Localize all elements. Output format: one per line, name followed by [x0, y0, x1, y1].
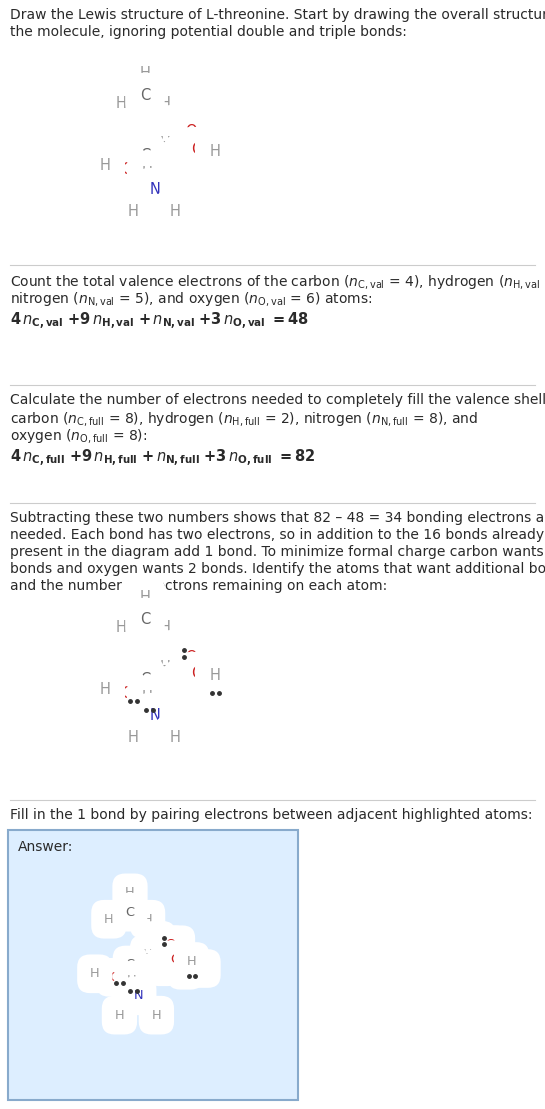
Text: oxygen ($n_\mathrm{O,full}$ = 8):: oxygen ($n_\mathrm{O,full}$ = 8): — [10, 427, 147, 445]
Text: Subtracting these two numbers shows that 82 – 48 = 34 bonding electrons are: Subtracting these two numbers shows that… — [10, 511, 545, 525]
Text: C: C — [159, 960, 168, 974]
Text: Answer:: Answer: — [18, 840, 74, 854]
Text: C: C — [125, 906, 135, 918]
Text: H: H — [127, 975, 137, 987]
Text: C: C — [172, 644, 182, 660]
Text: H: H — [142, 691, 153, 705]
Text: $\mathbf{4}\,n_\mathbf{C,full}$ $\mathbf{+ 9}\,n_\mathbf{H,full}$ $\mathbf{+}\,n: $\mathbf{4}\,n_\mathbf{C,full}$ $\mathbf… — [10, 448, 315, 469]
Text: $\mathbf{4}\,n_\mathbf{C,val}$ $\mathbf{+ 9}\,n_\mathbf{H,val}$ $\mathbf{+}\,n_\: $\mathbf{4}\,n_\mathbf{C,val}$ $\mathbf{… — [10, 311, 309, 333]
Text: H: H — [90, 967, 100, 980]
Text: H: H — [100, 157, 111, 173]
Text: C: C — [140, 88, 150, 102]
Text: H: H — [222, 152, 233, 166]
Text: H: H — [116, 95, 126, 111]
Text: nitrogen ($n_\mathrm{N,val}$ = 5), and oxygen ($n_\mathrm{O,val}$ = 6) atoms:: nitrogen ($n_\mathrm{N,val}$ = 5), and o… — [10, 289, 372, 308]
Text: H: H — [160, 621, 171, 635]
Text: and the number of electrons remaining on each atom:: and the number of electrons remaining on… — [10, 579, 387, 593]
Text: N: N — [134, 989, 144, 1003]
Text: H: H — [140, 65, 150, 81]
Text: Fill in the 1 bond by pairing electrons between adjacent highlighted atoms:: Fill in the 1 bond by pairing electrons … — [10, 808, 532, 822]
Text: H: H — [114, 1009, 124, 1021]
Text: H: H — [169, 730, 180, 744]
Text: H: H — [128, 730, 138, 744]
Text: carbon ($n_\mathrm{C,full}$ = 8), hydrogen ($n_\mathrm{H,full}$ = 2), nitrogen (: carbon ($n_\mathrm{C,full}$ = 8), hydrog… — [10, 410, 478, 428]
Text: H: H — [143, 948, 153, 960]
Text: C: C — [154, 934, 162, 947]
Text: H: H — [160, 661, 171, 675]
FancyBboxPatch shape — [8, 830, 298, 1100]
Text: O: O — [202, 679, 214, 693]
Ellipse shape — [173, 671, 193, 693]
Text: H: H — [160, 95, 171, 111]
Text: needed. Each bond has two electrons, so in addition to the 16 bonds already: needed. Each bond has two electrons, so … — [10, 528, 544, 542]
Text: O: O — [121, 162, 133, 176]
Text: O: O — [202, 153, 214, 169]
Text: H: H — [173, 938, 183, 952]
Text: O: O — [185, 124, 197, 140]
Text: C: C — [140, 612, 150, 628]
Text: O: O — [109, 970, 119, 984]
Text: H: H — [142, 165, 153, 181]
Text: Calculate the number of electrons needed to completely fill the valence shells f: Calculate the number of electrons needed… — [10, 393, 545, 407]
Text: N: N — [149, 183, 160, 197]
Text: C: C — [178, 150, 188, 164]
Text: O: O — [180, 964, 191, 977]
Text: H: H — [160, 135, 171, 151]
Text: present in the diagram add 1 bond. To minimize formal charge carbon wants 4: present in the diagram add 1 bond. To mi… — [10, 545, 545, 559]
Ellipse shape — [181, 647, 201, 668]
Text: N: N — [149, 708, 160, 722]
Text: O: O — [191, 142, 203, 156]
Text: O: O — [165, 938, 175, 952]
Text: H: H — [210, 669, 220, 683]
Text: O: O — [121, 686, 133, 702]
Text: H: H — [193, 124, 204, 140]
Text: C: C — [140, 147, 150, 163]
Text: O: O — [171, 954, 181, 966]
Text: Draw the Lewis structure of L-threonine. Start by drawing the overall structure : Draw the Lewis structure of L-threonine.… — [10, 8, 545, 22]
Text: H: H — [100, 682, 111, 698]
Text: Count the total valence electrons of the carbon ($n_\mathrm{C,val}$ = 4), hydrog: Count the total valence electrons of the… — [10, 273, 545, 291]
Text: C: C — [125, 958, 135, 971]
Text: H: H — [152, 1009, 161, 1021]
Text: H: H — [140, 590, 150, 606]
Text: H: H — [198, 962, 208, 975]
Text: C: C — [140, 672, 150, 688]
Text: H: H — [143, 913, 153, 926]
Text: H: H — [210, 143, 220, 159]
Text: H: H — [125, 886, 135, 899]
Text: the molecule, ignoring potential double and triple bonds:: the molecule, ignoring potential double … — [10, 26, 407, 39]
Text: H: H — [128, 204, 138, 220]
Text: H: H — [187, 955, 196, 968]
Text: H: H — [104, 913, 114, 926]
Text: bonds and oxygen wants 2 bonds. Identify the atoms that want additional bonds: bonds and oxygen wants 2 bonds. Identify… — [10, 562, 545, 576]
Text: H: H — [222, 676, 233, 692]
Text: H: H — [116, 621, 126, 635]
Text: C: C — [178, 674, 188, 690]
Text: C: C — [172, 120, 182, 134]
Text: O: O — [185, 650, 197, 664]
Text: H: H — [169, 204, 180, 220]
Text: O: O — [191, 667, 203, 682]
Text: H: H — [193, 650, 204, 664]
